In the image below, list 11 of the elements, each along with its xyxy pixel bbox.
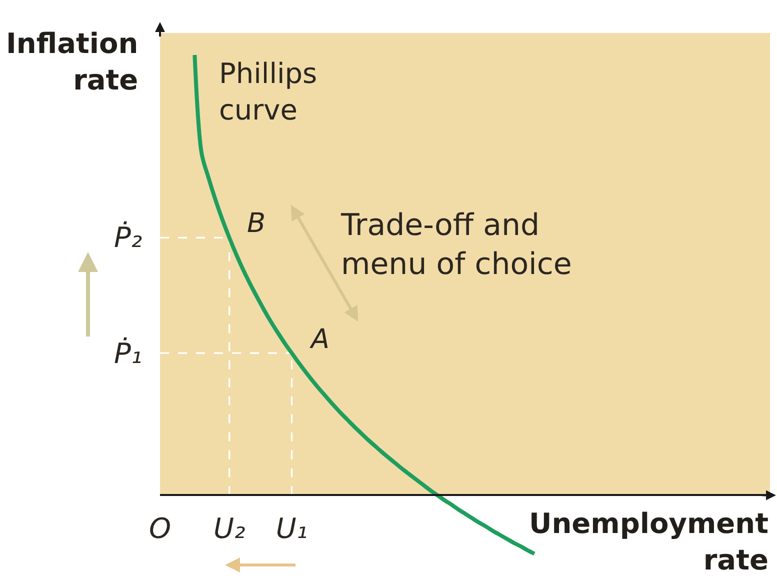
x-tick-label: U₂: [213, 512, 246, 545]
series-label: Phillips curve: [219, 57, 318, 126]
annotation: A: [309, 324, 330, 355]
x-axis-title: Unemployment rate: [529, 507, 768, 576]
x-tick-label: U₁: [276, 512, 308, 545]
ref-line-label: Ṗ₂: [114, 221, 142, 254]
annotation: B: [247, 208, 266, 239]
x-tick-label: O: [148, 512, 172, 545]
y-axis-title: Inflation rate: [6, 27, 138, 96]
annotation: Trade-off and menu of choice: [340, 208, 572, 282]
ref-line-label: Ṗ₁: [114, 337, 142, 370]
